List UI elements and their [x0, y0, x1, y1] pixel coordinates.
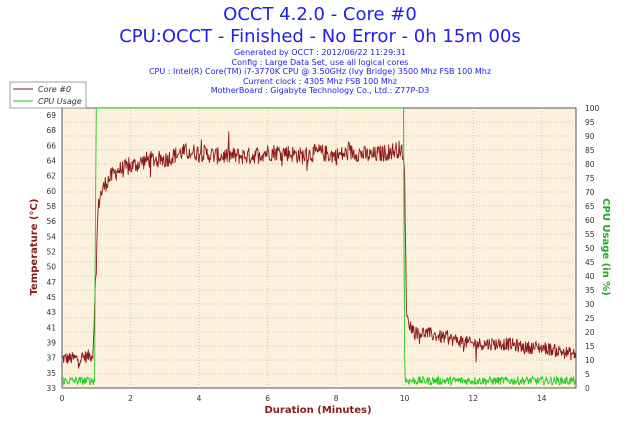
y-right-tick-label: 15 [585, 342, 595, 351]
y-left-tick-label: 35 [46, 369, 56, 378]
x-tick-label: 0 [60, 394, 65, 403]
x-axis-label: Duration (Minutes) [264, 405, 371, 416]
y-left-tick-label: 62 [46, 172, 56, 181]
y-left-tick-label: 60 [46, 187, 56, 196]
y-right-tick-label: 85 [585, 146, 595, 155]
series-line-core0 [62, 131, 576, 369]
ticks: 0510152025303540455055606570758085909510… [46, 104, 599, 403]
y-right-tick-label: 60 [585, 216, 595, 225]
x-tick-label: 10 [400, 394, 410, 403]
info-line-generated: Generated by OCCT : 2012/06/22 11:29:31 [233, 48, 407, 57]
x-tick-label: 8 [334, 394, 339, 403]
y-left-tick-label: 66 [46, 141, 56, 150]
y-left-tick-label: 50 [46, 263, 56, 272]
y-left-tick-label: 33 [46, 384, 56, 393]
legend: Core #0 CPU Usage [9, 81, 87, 109]
y-axis-left-label: Temperature (°C) [29, 199, 40, 296]
y-axis-right-label: CPU Usage (in %) [600, 198, 611, 296]
y-right-tick-label: 40 [585, 272, 595, 281]
x-tick-label: 6 [265, 394, 270, 403]
legend-box [9, 81, 87, 109]
y-left-tick-label: 43 [46, 308, 56, 317]
y-right-tick-label: 30 [585, 300, 595, 309]
x-tick-label: 4 [197, 394, 202, 403]
y-left-tick-label: 54 [46, 232, 56, 241]
y-left-tick-label: 58 [46, 202, 56, 211]
plot-area [61, 107, 577, 389]
series-line-cpu-usage [62, 108, 576, 387]
y-left-tick-label: 68 [46, 126, 56, 135]
y-right-tick-label: 5 [585, 370, 590, 379]
y-right-tick-label: 55 [585, 230, 595, 239]
y-left-tick-label: 39 [46, 339, 56, 348]
y-left-tick-label: 45 [46, 293, 56, 302]
y-left-tick-label: 64 [46, 157, 56, 166]
series-layer [62, 108, 576, 387]
y-right-tick-label: 50 [585, 244, 595, 253]
info-line-motherboard: MotherBoard : Gigabyte Technology Co., L… [210, 86, 430, 96]
y-right-tick-label: 90 [585, 132, 595, 141]
info-line-clock: Current clock : 4305 Mhz FSB 100 Mhz [242, 76, 398, 86]
y-right-tick-label: 80 [585, 160, 595, 169]
y-right-tick-label: 100 [585, 104, 600, 113]
y-left-tick-label: 69 [46, 111, 56, 120]
chart-title: OCCT 4.2.0 - Core #0 [223, 4, 417, 25]
y-left-tick-label: 56 [46, 217, 56, 226]
y-left-tick-label: 41 [46, 323, 56, 332]
info-line-config: Config : Large Data Set, use all logical… [231, 57, 409, 67]
x-tick-label: 14 [537, 394, 547, 403]
y-right-tick-label: 70 [585, 188, 595, 197]
y-right-tick-label: 25 [585, 314, 595, 323]
legend-label-core0: Core #0 [38, 85, 71, 94]
y-right-tick-label: 95 [585, 118, 595, 127]
y-right-tick-label: 10 [585, 356, 595, 365]
legend-label-cpu-usage: CPU Usage [38, 97, 82, 106]
chart-subtitle: CPU:OCCT - Finished - No Error - 0h 15m … [119, 26, 521, 47]
y-left-tick-label: 37 [46, 354, 56, 363]
x-tick-label: 12 [468, 394, 478, 403]
y-left-tick-label: 52 [46, 248, 56, 257]
y-right-tick-label: 0 [585, 384, 590, 393]
y-right-tick-label: 45 [585, 258, 595, 267]
y-right-tick-label: 75 [585, 174, 595, 183]
y-right-tick-label: 65 [585, 202, 595, 211]
y-right-tick-label: 20 [585, 328, 595, 337]
y-left-tick-label: 47 [46, 278, 56, 287]
x-tick-label: 2 [128, 394, 133, 403]
info-line-cpu: CPU : Intel(R) Core(TM) i7-3770K CPU @ 3… [148, 67, 492, 77]
y-right-tick-label: 35 [585, 286, 595, 295]
